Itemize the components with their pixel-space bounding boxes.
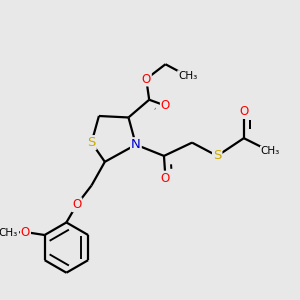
Text: O: O [72,198,81,211]
Text: O: O [161,172,170,184]
Text: O: O [21,226,30,238]
Text: CH₃: CH₃ [0,228,17,238]
Text: S: S [87,136,96,149]
Text: O: O [142,73,151,85]
Text: N: N [131,138,141,151]
Text: S: S [213,149,221,162]
Text: CH₃: CH₃ [261,146,280,157]
Text: CH₃: CH₃ [178,71,197,81]
Text: O: O [161,99,170,112]
Text: O: O [239,105,248,118]
